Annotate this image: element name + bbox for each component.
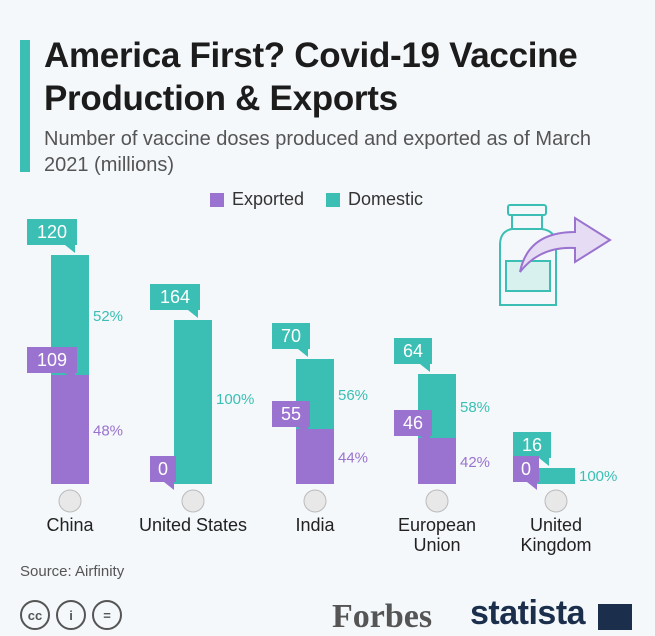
value-label-exported-india-pointer (298, 427, 308, 435)
percent-label-exported-india: 44% (338, 450, 368, 467)
legend-swatch-domestic (326, 192, 341, 207)
attribution-icon: i (56, 600, 86, 630)
legend: Exported Domestic (210, 189, 423, 210)
legend-label-domestic: Domestic (348, 189, 424, 209)
percent-label-domestic-european-union: 58% (460, 399, 490, 416)
value-label-exported-india-bg (272, 401, 310, 427)
category-label-european-union-line2: Union (413, 535, 460, 555)
percent-label-exported-european-union: 42% (460, 454, 490, 471)
value-label-domestic-united-kingdom-pointer (539, 458, 549, 466)
export-arrow-icon (519, 216, 612, 273)
eu-flag-icon (425, 489, 449, 513)
no-derivatives-icon: = (92, 600, 122, 630)
value-label-domestic-european-union: 64 (403, 341, 423, 361)
value-label-domestic-european-union-pointer (420, 364, 430, 372)
value-label-exported-china-pointer (65, 373, 75, 381)
value-label-exported-china-bg (27, 347, 77, 373)
percent-label-exported-china: 48% (93, 423, 123, 440)
value-label-domestic-united-kingdom-bg (513, 432, 551, 458)
value-label-domestic-india-pointer (298, 349, 308, 357)
value-label-exported-united-kingdom-bg (513, 456, 539, 482)
category-label-united-kingdom-line2: Kingdom (520, 535, 591, 555)
value-label-domestic-india: 70 (281, 326, 301, 346)
value-label-exported-united-states-bg (150, 456, 176, 482)
bars-layer: 120 109 52% 48% China 164 0 100% United States 70… (27, 219, 617, 555)
chart-subtitle: Number of vaccine doses produced and exp… (44, 128, 591, 176)
forbes-logo: Forbes (332, 598, 433, 635)
value-label-domestic-european-union-bg (394, 338, 432, 364)
chart-title: America First? Covid-19 Vaccine Producti… (44, 36, 578, 118)
value-label-exported-united-states: 0 (158, 459, 168, 479)
creative-commons-icon: cc (20, 600, 50, 630)
percent-label-domestic-india: 56% (338, 387, 368, 404)
value-label-exported-european-union-pointer (420, 436, 430, 444)
us-flag-icon (181, 489, 205, 513)
value-label-domestic-united-kingdom: 16 (522, 435, 542, 455)
value-label-exported-india: 55 (281, 404, 301, 424)
value-label-domestic-china-bg (27, 219, 77, 245)
value-label-domestic-united-states-bg (150, 284, 200, 310)
value-label-exported-european-union: 46 (403, 413, 423, 433)
legend-label-exported: Exported (232, 189, 305, 209)
legend-item-exported: Exported (210, 189, 304, 210)
category-label-united-states: United States (139, 515, 247, 535)
license-icons: cc i = (20, 600, 122, 630)
category-label-european-union: European (398, 515, 476, 535)
category-label-united-kingdom: United (530, 515, 582, 535)
percent-label-domestic-china: 52% (93, 308, 123, 325)
uk-flag-icon (544, 489, 568, 513)
value-label-exported-united-states-pointer (164, 482, 174, 490)
bar-domestic-united-states (174, 320, 212, 484)
bar-exported-european-union (418, 438, 456, 484)
title-accent-bar (20, 40, 30, 172)
bar-domestic-united-kingdom (537, 468, 575, 484)
source-note: Source: Airfinity (20, 563, 125, 580)
category-label-india: India (295, 515, 335, 535)
value-label-domestic-united-states-pointer (188, 310, 198, 318)
value-label-domestic-united-states: 164 (160, 287, 190, 307)
value-label-exported-united-kingdom-pointer (527, 482, 537, 490)
value-label-exported-china: 109 (37, 350, 67, 370)
value-label-domestic-india-bg (272, 323, 310, 349)
percent-label-domestic-united-kingdom: 100% (579, 468, 617, 485)
bar-exported-india (296, 429, 334, 484)
percent-label-domestic-united-states: 100% (216, 391, 254, 408)
legend-item-domestic: Domestic (326, 189, 423, 210)
statista-logo: statista (470, 594, 586, 632)
india-flag-icon (303, 489, 327, 513)
category-label-china: China (46, 515, 94, 535)
bar-exported-china (51, 375, 89, 484)
china-flag-icon (58, 489, 82, 513)
statista-logo-mark (598, 604, 632, 630)
value-label-exported-united-kingdom: 0 (521, 459, 531, 479)
value-label-domestic-china-pointer (65, 245, 75, 253)
legend-swatch-exported (210, 192, 224, 207)
vaccine-vial-illustration (499, 204, 557, 306)
value-label-exported-european-union-bg (394, 410, 432, 436)
value-label-domestic-china: 120 (37, 222, 67, 242)
